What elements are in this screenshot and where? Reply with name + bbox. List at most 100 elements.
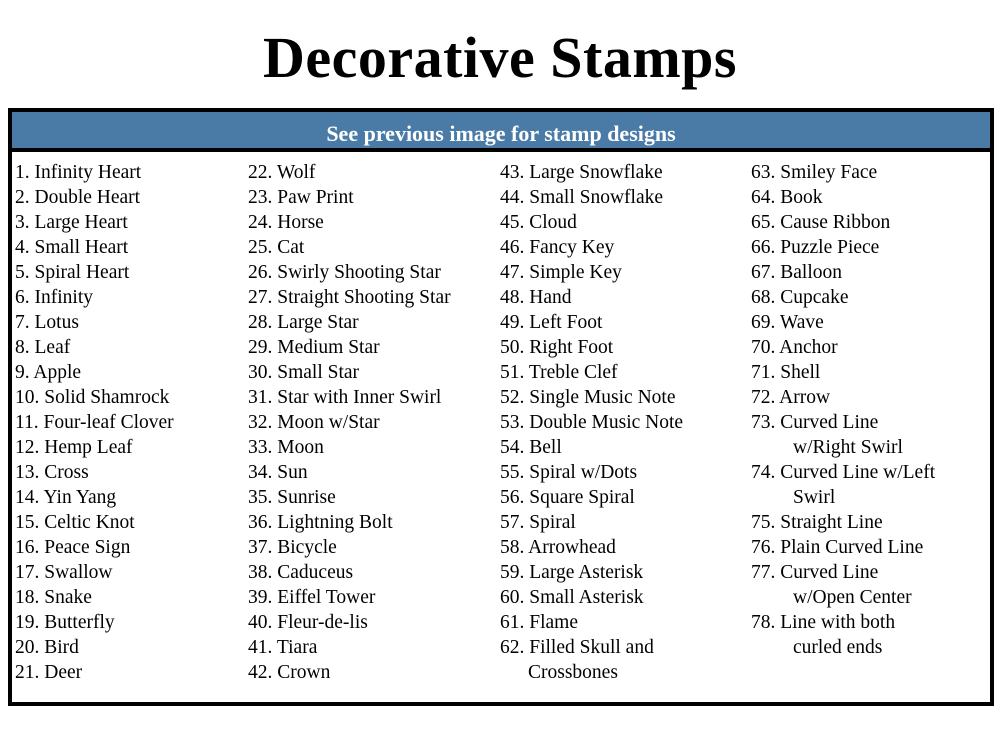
list-item: 29. Medium Star xyxy=(248,335,451,360)
list-item: 78. Line with both curled ends xyxy=(751,610,935,660)
item-label: 28. Large Star xyxy=(248,312,359,333)
item-label: 56. Square Spiral xyxy=(500,487,635,508)
list-item: 12. Hemp Leaf xyxy=(15,435,174,460)
stamp-column-1: 1. Infinity Heart 2. Double Heart 3. Large… xyxy=(15,160,174,685)
item-label: 16. Peace Sign xyxy=(15,537,131,558)
list-item: 76. Plain Curved Line xyxy=(751,535,935,560)
item-label: 70. Anchor xyxy=(751,337,838,358)
item-label: 24. Horse xyxy=(248,212,324,233)
list-item: 9. Apple xyxy=(15,360,174,385)
item-label: 62. Filled Skull and xyxy=(500,637,654,658)
item-label-continuation: Swirl xyxy=(793,487,836,508)
list-item: 1. Infinity Heart xyxy=(15,160,174,185)
item-label: 33. Moon xyxy=(248,437,324,458)
item-label: 43. Large Snowflake xyxy=(500,162,663,183)
item-label: 68. Cupcake xyxy=(751,287,849,308)
item-label: 65. Cause Ribbon xyxy=(751,212,891,233)
item-label: 64. Book xyxy=(751,187,823,208)
list-item: 8. Leaf xyxy=(15,335,174,360)
item-label: 75. Straight Line xyxy=(751,512,883,533)
item-label: 59. Large Asterisk xyxy=(500,562,644,583)
item-label: 78. Line with both xyxy=(751,612,896,633)
list-item: 69. Wave xyxy=(751,310,935,335)
item-label: 77. Curved Line xyxy=(751,562,879,583)
list-item: 2. Double Heart xyxy=(15,185,174,210)
list-item: 57. Spiral xyxy=(500,510,683,535)
list-item: 23. Paw Print xyxy=(248,185,451,210)
item-label: 15. Celtic Knot xyxy=(15,512,135,533)
list-item: 36. Lightning Bolt xyxy=(248,510,451,535)
list-item: 34. Sun xyxy=(248,460,451,485)
list-item: 31. Star with Inner Swirl xyxy=(248,385,451,410)
item-label: 72. Arrow xyxy=(751,387,831,408)
list-item: 26. Swirly Shooting Star xyxy=(248,260,451,285)
list-item: 49. Left Foot xyxy=(500,310,683,335)
item-label: 4. Small Heart xyxy=(15,237,129,258)
list-item: 64. Book xyxy=(751,185,935,210)
item-label: 48. Hand xyxy=(500,287,572,308)
list-item: 74. Curved Line w/Left Swirl xyxy=(751,460,935,510)
item-label: 19. Butterfly xyxy=(15,612,115,633)
item-label: 61. Flame xyxy=(500,612,578,633)
item-label: 47. Simple Key xyxy=(500,262,622,283)
item-label: 54. Bell xyxy=(500,437,562,458)
item-label: 3. Large Heart xyxy=(15,212,128,233)
list-item: 68. Cupcake xyxy=(751,285,935,310)
list-item: 40. Fleur-de-lis xyxy=(248,610,451,635)
header-banner: See previous image for stamp designs xyxy=(12,112,990,152)
item-label: 23. Paw Print xyxy=(248,187,354,208)
item-label: 34. Sun xyxy=(248,462,308,483)
list-item: 11. Four-leaf Clover xyxy=(15,410,174,435)
list-item: 20. Bird xyxy=(15,635,174,660)
list-item: 67. Balloon xyxy=(751,260,935,285)
item-label: 49. Left Foot xyxy=(500,312,603,333)
item-label: 20. Bird xyxy=(15,637,79,658)
list-item: 56. Square Spiral xyxy=(500,485,683,510)
list-item: 16. Peace Sign xyxy=(15,535,174,560)
list-item: 44. Small Snowflake xyxy=(500,185,683,210)
item-label: 21. Deer xyxy=(15,662,83,683)
list-item: 3. Large Heart xyxy=(15,210,174,235)
item-label: 5. Spiral Heart xyxy=(15,262,130,283)
list-item: 35. Sunrise xyxy=(248,485,451,510)
list-item: 61. Flame xyxy=(500,610,683,635)
list-item: 19. Butterfly xyxy=(15,610,174,635)
list-item: 63. Smiley Face xyxy=(751,160,935,185)
list-item: 7. Lotus xyxy=(15,310,174,335)
list-item: 38. Caduceus xyxy=(248,560,451,585)
list-item: 33. Moon xyxy=(248,435,451,460)
list-item: 37. Bicycle xyxy=(248,535,451,560)
list-item: 25. Cat xyxy=(248,235,451,260)
item-label: 26. Swirly Shooting Star xyxy=(248,262,441,283)
list-item: 39. Eiffel Tower xyxy=(248,585,451,610)
list-item: 42. Crown xyxy=(248,660,451,685)
list-item: 75. Straight Line xyxy=(751,510,935,535)
list-item: 60. Small Asterisk xyxy=(500,585,683,610)
item-label: 55. Spiral w/Dots xyxy=(500,462,638,483)
item-label-continuation: w/Right Swirl xyxy=(793,437,903,458)
list-item: 5. Spiral Heart xyxy=(15,260,174,285)
list-item: 66. Puzzle Piece xyxy=(751,235,935,260)
item-label: 71. Shell xyxy=(751,362,821,383)
item-label: 41. Tiara xyxy=(248,637,318,658)
list-item: 41. Tiara xyxy=(248,635,451,660)
item-label: 30. Small Star xyxy=(248,362,360,383)
item-label: 22. Wolf xyxy=(248,162,316,183)
item-label: 6. Infinity xyxy=(15,287,93,308)
list-item: 6. Infinity xyxy=(15,285,174,310)
item-label: 53. Double Music Note xyxy=(500,412,684,433)
item-label: 10. Solid Shamrock xyxy=(15,387,170,408)
list-item: 10. Solid Shamrock xyxy=(15,385,174,410)
item-label: 76. Plain Curved Line xyxy=(751,537,924,558)
list-item: 18. Snake xyxy=(15,585,174,610)
item-label: 45. Cloud xyxy=(500,212,577,233)
item-label: 69. Wave xyxy=(751,312,824,333)
list-item: 53. Double Music Note xyxy=(500,410,683,435)
list-item: 72. Arrow xyxy=(751,385,935,410)
item-label: 25. Cat xyxy=(248,237,305,258)
item-label: 74. Curved Line w/Left xyxy=(751,462,936,483)
list-item: 73. Curved Line w/Right Swirl xyxy=(751,410,935,460)
stamp-column-4: 63. Smiley Face 64. Book 65. Cause Ribbon 6… xyxy=(751,160,935,660)
stamp-column-2: 22. Wolf 23. Paw Print 24. Horse 25. Cat 26.… xyxy=(248,160,451,685)
item-label: 67. Balloon xyxy=(751,262,842,283)
